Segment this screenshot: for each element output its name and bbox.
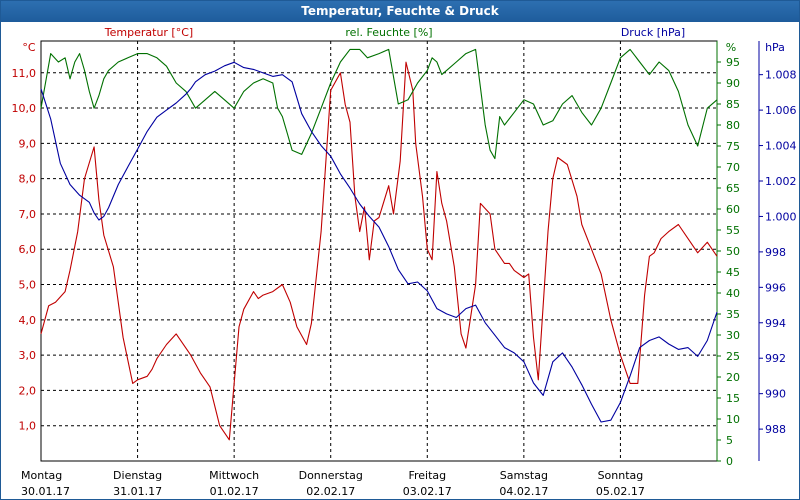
temperature-tick-label: 7,0 <box>19 208 37 221</box>
humidity-tick-label: 25 <box>726 350 740 363</box>
series-line-temperature <box>40 61 718 441</box>
humidity-tick-label: 50 <box>726 245 740 258</box>
humidity-unit: % <box>726 41 736 54</box>
series-line-pressure <box>40 61 718 423</box>
humidity-tick-label: 20 <box>726 371 740 384</box>
humidity-tick-label: 95 <box>726 56 740 69</box>
humidity-tick-label: 80 <box>726 119 740 132</box>
series-lines <box>40 48 718 441</box>
chart-title: Temperatur, Feuchte & Druck <box>1 1 799 22</box>
temperature-tick-label: 2,0 <box>19 384 37 397</box>
pressure-axis-label: Druck [hPa] <box>621 26 685 39</box>
temperature-axis-label: Temperatur [°C] <box>104 26 193 39</box>
x-day-label: Freitag <box>408 469 446 482</box>
pressure-tick-label: 1.004 <box>765 140 797 153</box>
x-date-label: 02.02.17 <box>306 485 355 498</box>
temperature-tick-label: 10,0 <box>12 102 37 115</box>
x-date-label: 31.01.17 <box>113 485 162 498</box>
temperature-tick-label: 4,0 <box>19 314 37 327</box>
pressure-tick-label: 1.000 <box>765 210 797 223</box>
humidity-tick-label: 90 <box>726 77 740 90</box>
temperature-tick-label: 3,0 <box>19 349 37 362</box>
x-day-label: Dienstag <box>113 469 162 482</box>
x-day-label: Samstag <box>500 469 548 482</box>
temperature-tick-label: 8,0 <box>19 173 37 186</box>
humidity-tick-label: 15 <box>726 392 740 405</box>
humidity-tick-label: 45 <box>726 266 740 279</box>
humidity-axis-label: rel. Feuchte [%] <box>345 26 432 39</box>
series-line-humidity <box>40 48 718 160</box>
pressure-tick-label: 998 <box>765 246 786 259</box>
pressure-tick-label: 1.006 <box>765 104 797 117</box>
x-date-label: 05.02.17 <box>596 485 645 498</box>
x-date-label: 01.02.17 <box>210 485 259 498</box>
temperature-unit: °C <box>22 41 36 54</box>
temperature-tick-label: 6,0 <box>19 243 37 256</box>
humidity-tick-label: 60 <box>726 203 740 216</box>
x-day-label: Montag <box>21 469 62 482</box>
humidity-tick-label: 5 <box>726 434 733 447</box>
pressure-tick-label: 1.002 <box>765 175 797 188</box>
humidity-tick-label: 35 <box>726 308 740 321</box>
humidity-tick-label: 0 <box>726 455 733 468</box>
pressure-tick-label: 990 <box>765 388 786 401</box>
humidity-tick-label: 70 <box>726 161 740 174</box>
temperature-tick-label: 9,0 <box>19 137 37 150</box>
humidity-tick-label: 65 <box>726 182 740 195</box>
temperature-tick-label: 11,0 <box>12 67 37 80</box>
pressure-unit: hPa <box>765 41 785 54</box>
x-day-label: Sonntag <box>598 469 644 482</box>
x-day-label: Donnerstag <box>299 469 363 482</box>
humidity-ticks: 0 5 10 15 20 25 30 35 40 45 50 55 60 65 70 75 80 85 90 95 <box>716 41 740 468</box>
pressure-tick-label: 996 <box>765 281 786 294</box>
x-date-label: 30.01.17 <box>21 485 70 498</box>
humidity-tick-label: 10 <box>726 413 740 426</box>
pressure-tick-label: 992 <box>765 352 786 365</box>
x-axis-labels: Montag 30.01.17 Dienstag 31.01.17 Mittwoch 01… <box>21 469 645 498</box>
humidity-tick-label: 55 <box>726 224 740 237</box>
pressure-tick-label: 988 <box>765 423 786 436</box>
x-day-label: Mittwoch <box>209 469 259 482</box>
humidity-tick-label: 85 <box>726 98 740 111</box>
temperature-ticks: 1,0 2,0 3,0 4,0 5,0 6,0 7,0 8,0 9,0 10,0 11,0 <box>12 67 37 433</box>
pressure-tick-label: 1.008 <box>765 69 797 82</box>
gridlines <box>40 40 718 462</box>
x-date-label: 03.02.17 <box>403 485 452 498</box>
temperature-tick-label: 5,0 <box>19 279 37 292</box>
pressure-tick-label: 994 <box>765 317 786 330</box>
x-date-label: 04.02.17 <box>499 485 548 498</box>
pressure-ticks: 988 990 992 994 996 998 1.000 1.002 1.004 1.006 1.… <box>758 41 797 461</box>
humidity-tick-label: 40 <box>726 287 740 300</box>
humidity-tick-label: 75 <box>726 140 740 153</box>
temperature-tick-label: 1,0 <box>19 420 37 433</box>
humidity-tick-label: 30 <box>726 329 740 342</box>
plot-border <box>40 40 718 462</box>
